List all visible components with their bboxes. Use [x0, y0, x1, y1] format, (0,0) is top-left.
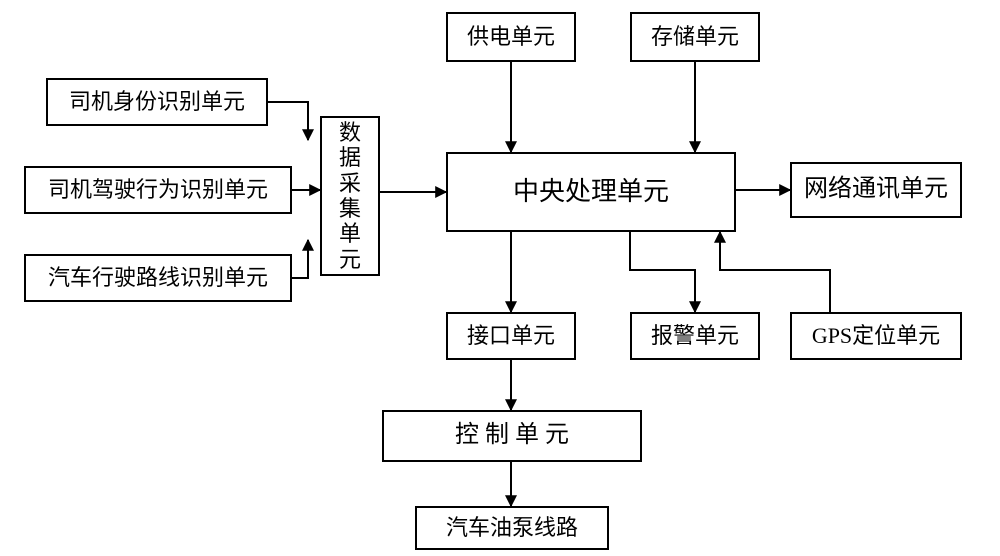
node-label: 司机驾驶行为识别单元 [48, 176, 268, 205]
diagram-canvas: 供电单元 存储单元 司机身份识别单元 司机驾驶行为识别单元 汽车行驶路线识别单元… [0, 0, 1000, 556]
node-label: 报警单元 [651, 322, 739, 351]
node-cpu: 中央处理单元 [446, 152, 736, 232]
node-power: 供电单元 [446, 12, 576, 62]
node-label: 中央处理单元 [513, 175, 669, 209]
node-storage: 存储单元 [630, 12, 760, 62]
node-behav: 司机驾驶行为识别单元 [24, 166, 292, 214]
node-label: 控 制 单 元 [455, 420, 569, 451]
node-iface: 接口单元 [446, 312, 576, 360]
node-label: 数据采集单元 [339, 120, 361, 272]
node-collect: 数据采集单元 [320, 116, 380, 276]
node-label: 汽车行驶路线识别单元 [48, 264, 268, 293]
node-label: GPS定位单元 [812, 322, 940, 351]
node-label: 供电单元 [467, 23, 555, 52]
node-label: 汽车油泵线路 [446, 514, 578, 543]
node-net: 网络通讯单元 [790, 162, 962, 218]
node-label: 司机身份识别单元 [69, 88, 245, 117]
node-route: 汽车行驶路线识别单元 [24, 254, 292, 302]
node-id: 司机身份识别单元 [46, 78, 268, 126]
node-ctrl: 控 制 单 元 [382, 410, 642, 462]
node-label: 网络通讯单元 [804, 174, 948, 205]
node-pump: 汽车油泵线路 [415, 506, 609, 550]
node-gps: GPS定位单元 [790, 312, 962, 360]
node-label: 存储单元 [651, 23, 739, 52]
node-alarm: 报警单元 [630, 312, 760, 360]
node-label: 接口单元 [467, 322, 555, 351]
